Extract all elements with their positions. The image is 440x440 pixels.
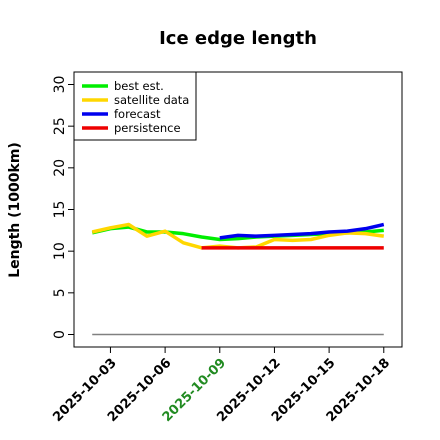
legend-label: satellite data	[114, 93, 189, 107]
y-tick-label: 5	[52, 288, 68, 297]
y-tick-label: 15	[52, 201, 68, 219]
legend-label: forecast	[114, 107, 161, 121]
legend: best est.satellite dataforecastpersisten…	[73, 71, 197, 141]
x-axis: 2025-10-032025-10-062025-10-092025-10-12…	[50, 347, 393, 425]
y-tick-label: 25	[52, 117, 68, 135]
y-tick-label: 0	[52, 330, 68, 339]
legend-label: persistence	[114, 121, 181, 135]
y-tick-label: 20	[52, 159, 68, 177]
y-tick-label: 30	[52, 76, 68, 94]
y-axis-label: Length (1000km)	[7, 142, 23, 278]
y-axis: 0 5 10 15 20 25 30	[52, 76, 74, 339]
y-tick-label: 10	[52, 242, 68, 260]
series-line-forecast	[219, 222, 385, 240]
chart-title: Ice edge length	[159, 28, 317, 49]
legend-label: best est.	[114, 79, 164, 93]
